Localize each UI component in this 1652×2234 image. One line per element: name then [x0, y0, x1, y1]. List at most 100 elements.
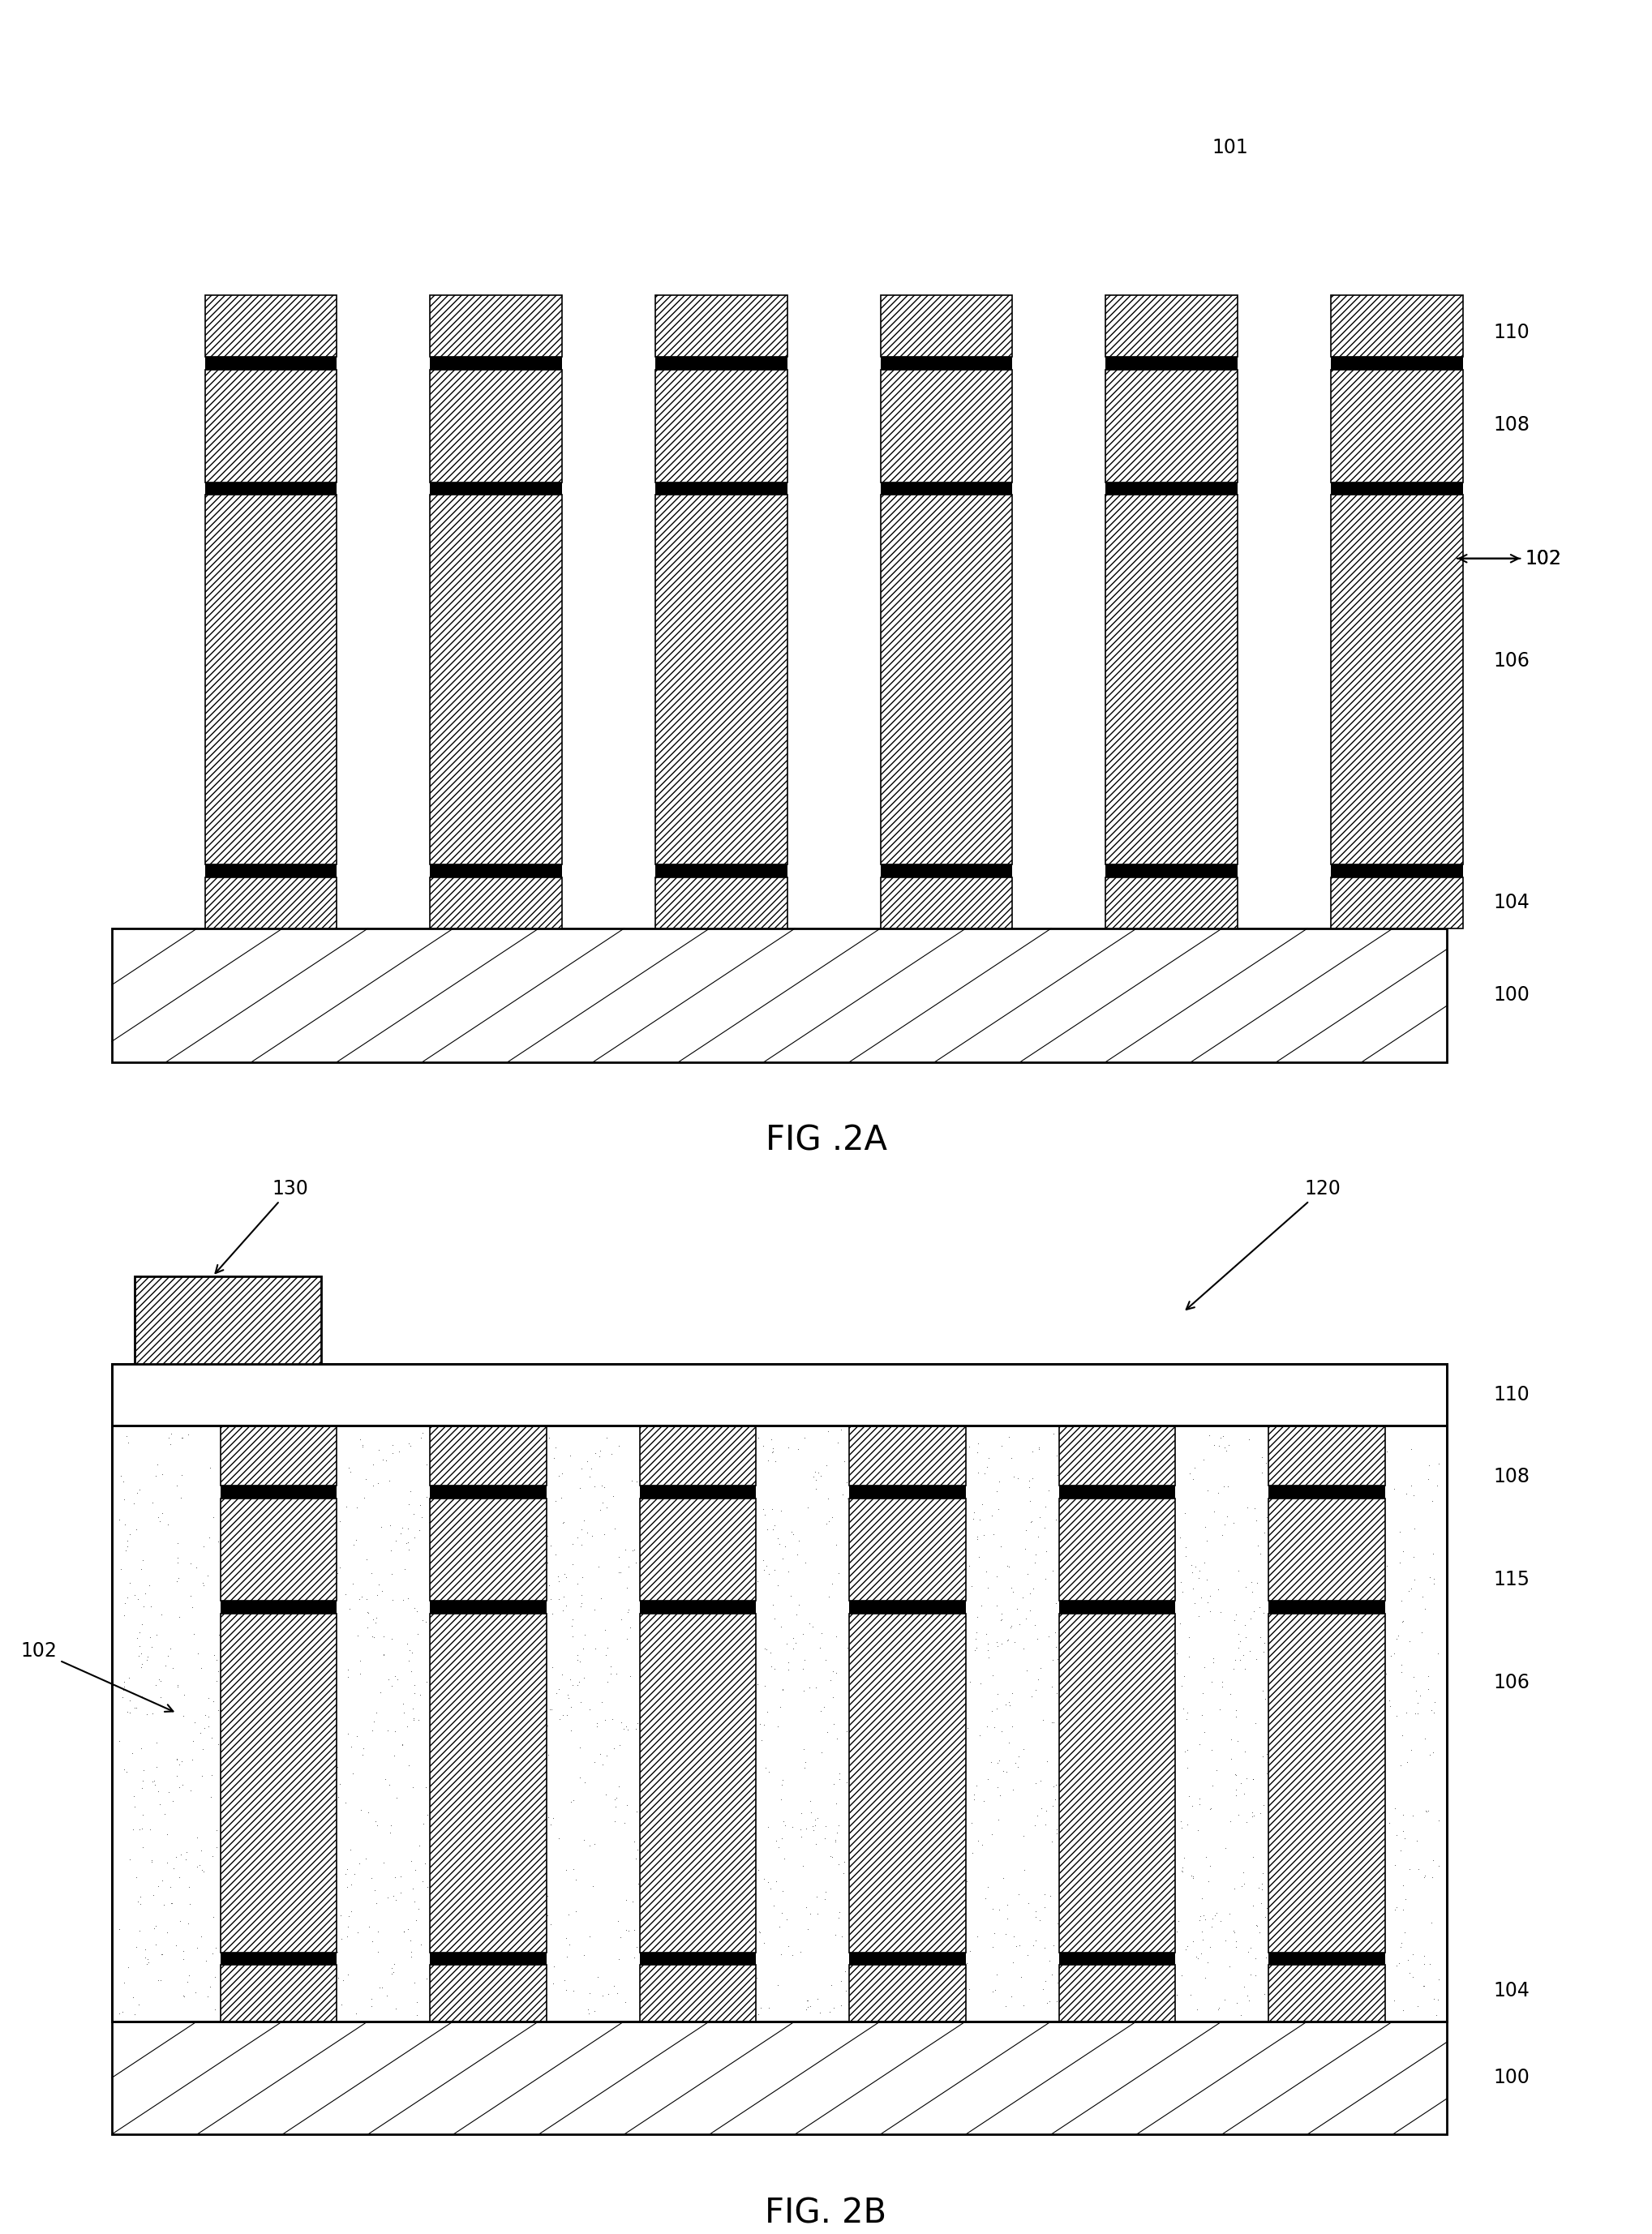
Bar — [205, 483, 337, 494]
Bar — [430, 865, 562, 878]
Bar — [430, 295, 562, 357]
Bar — [849, 1966, 966, 2022]
Bar — [1332, 878, 1462, 929]
Bar — [881, 865, 1013, 878]
Bar — [430, 1602, 547, 1613]
Bar — [1059, 1602, 1175, 1613]
Bar — [849, 1363, 966, 2022]
Bar — [430, 494, 562, 865]
Bar — [1105, 878, 1237, 929]
Bar — [112, 929, 1447, 1061]
Bar — [639, 1363, 757, 2022]
Bar — [112, 1425, 1447, 2022]
Bar — [430, 369, 562, 483]
Bar — [1269, 1953, 1384, 1966]
Bar — [430, 1966, 547, 2022]
Bar — [849, 1499, 966, 1602]
Bar — [112, 1425, 1447, 2022]
Bar — [205, 357, 337, 369]
Bar — [1059, 1953, 1175, 1966]
Text: 108: 108 — [1493, 1468, 1530, 1486]
Bar — [430, 483, 562, 494]
Bar — [881, 494, 1013, 865]
Bar — [1105, 483, 1237, 494]
Bar — [1105, 494, 1237, 865]
Text: 102: 102 — [1457, 550, 1561, 567]
Bar — [881, 483, 1013, 494]
Text: 130: 130 — [215, 1180, 309, 1273]
Text: 106: 106 — [1493, 652, 1530, 670]
Bar — [881, 369, 1013, 483]
Bar — [1332, 357, 1462, 369]
Bar — [430, 1363, 547, 2022]
Bar — [639, 1486, 757, 1499]
Bar — [430, 1425, 547, 1486]
Bar — [430, 1953, 547, 1966]
Bar — [1269, 1363, 1384, 2022]
Bar — [220, 1613, 337, 1953]
Bar — [1059, 1425, 1175, 1486]
Text: 108: 108 — [1493, 416, 1530, 436]
Bar — [430, 357, 562, 369]
Bar — [112, 1363, 1447, 1425]
Bar — [1269, 1499, 1384, 1602]
Text: 102: 102 — [21, 1642, 173, 1711]
Text: 104: 104 — [1493, 894, 1530, 911]
Bar — [639, 1953, 757, 1966]
Bar — [1332, 369, 1462, 483]
Bar — [430, 1486, 547, 1499]
Bar — [656, 494, 788, 865]
Bar — [220, 1499, 337, 1602]
Bar — [430, 1499, 547, 1602]
Bar — [656, 369, 788, 483]
Bar — [112, 2022, 1447, 2133]
Bar — [881, 295, 1013, 357]
Bar — [849, 1613, 966, 1953]
Bar — [220, 1602, 337, 1613]
Text: 120: 120 — [1186, 1180, 1341, 1309]
Text: 104: 104 — [1493, 1982, 1530, 1999]
Bar — [1269, 1425, 1384, 1486]
Bar — [849, 1486, 966, 1499]
Bar — [849, 1602, 966, 1613]
Bar — [849, 1953, 966, 1966]
Bar — [220, 1425, 337, 1486]
Bar — [1105, 295, 1237, 357]
Bar — [205, 878, 337, 929]
Bar — [656, 865, 788, 878]
Bar — [639, 1425, 757, 1486]
Bar — [1269, 1486, 1384, 1499]
Bar — [639, 1613, 757, 1953]
Bar — [1059, 1486, 1175, 1499]
Bar — [430, 1613, 547, 1953]
Bar — [1269, 1613, 1384, 1953]
Text: 100: 100 — [1493, 985, 1530, 1005]
Bar — [1105, 369, 1237, 483]
Bar — [1105, 357, 1237, 369]
Bar — [220, 1966, 337, 2022]
Bar — [1332, 494, 1462, 865]
Bar — [220, 1363, 337, 2022]
Bar — [656, 878, 788, 929]
Text: 100: 100 — [1493, 2069, 1530, 2087]
Text: FIG .2A: FIG .2A — [765, 1124, 887, 1157]
Bar — [205, 369, 337, 483]
Bar — [656, 357, 788, 369]
Bar — [220, 1486, 337, 1499]
Bar — [135, 1276, 320, 1363]
Bar — [1059, 1966, 1175, 2022]
Text: 115: 115 — [1493, 1571, 1530, 1588]
Bar — [205, 295, 337, 357]
Bar — [430, 878, 562, 929]
Bar — [205, 865, 337, 878]
Bar — [881, 357, 1013, 369]
Bar — [1269, 1602, 1384, 1613]
Bar — [1332, 865, 1462, 878]
Bar — [881, 878, 1013, 929]
Text: FIG. 2B: FIG. 2B — [765, 2196, 887, 2230]
Bar — [1269, 1966, 1384, 2022]
Bar — [639, 1602, 757, 1613]
Bar — [205, 494, 337, 865]
Bar — [656, 295, 788, 357]
Bar — [1059, 1613, 1175, 1953]
